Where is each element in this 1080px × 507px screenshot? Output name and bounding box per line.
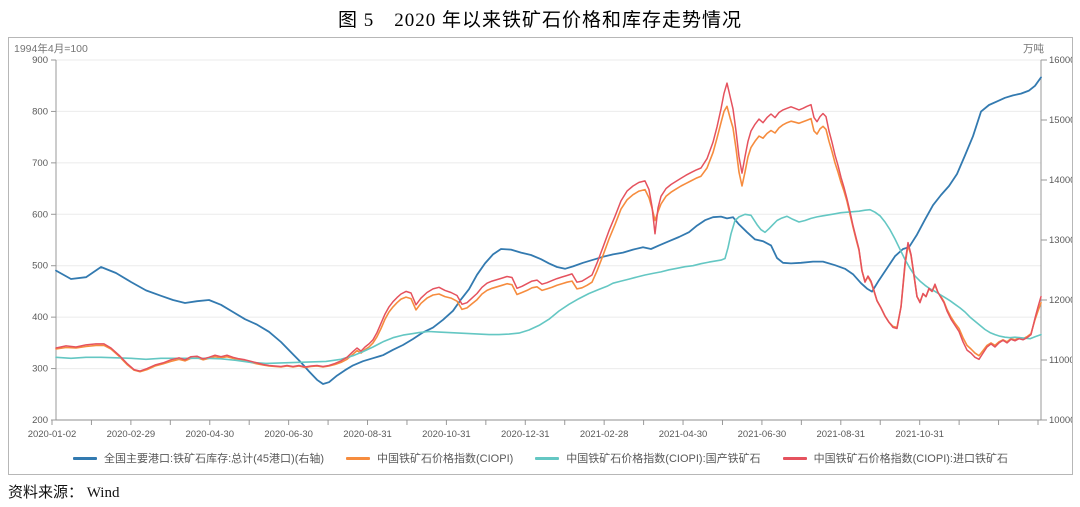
legend-label: 全国主要港口:铁矿石库存:总计(45港口)(右轴) xyxy=(104,453,325,465)
svg-text:13000: 13000 xyxy=(1049,235,1072,246)
svg-text:2021-02-28: 2021-02-28 xyxy=(580,429,629,440)
svg-text:15000: 15000 xyxy=(1049,115,1072,126)
legend-item: 中国铁矿石价格指数(CIOPI) xyxy=(346,450,513,466)
series-line xyxy=(55,105,1042,373)
legend-label: 中国铁矿石价格指数(CIOPI) xyxy=(377,453,514,465)
svg-text:2021-06-30: 2021-06-30 xyxy=(738,429,787,440)
legend-item: 全国主要港口:铁矿石库存:总计(45港口)(右轴) xyxy=(73,450,324,466)
figure-title: 图 5 2020 年以来铁矿石价格和库存走势情况 xyxy=(337,10,742,31)
series-line xyxy=(55,76,1042,385)
svg-text:700: 700 xyxy=(32,158,48,169)
legend-item: 中国铁矿石价格指数(CIOPI):进口铁矿石 xyxy=(782,450,1008,466)
right-axis-unit-label: 万吨 xyxy=(1023,43,1044,55)
svg-text:600: 600 xyxy=(32,209,48,220)
svg-text:10000: 10000 xyxy=(1049,415,1072,426)
source-note: 资料来源： Wind xyxy=(8,485,120,501)
chart-legend: 全国主要港口:铁矿石库存:总计(45港口)(右轴) 中国铁矿石价格指数(CIOPI… xyxy=(9,450,1072,466)
legend-swatch xyxy=(535,456,560,460)
svg-text:16000: 16000 xyxy=(1049,55,1072,66)
svg-text:800: 800 xyxy=(32,106,48,117)
svg-text:2021-04-30: 2021-04-30 xyxy=(659,429,708,440)
svg-text:2020-12-31: 2020-12-31 xyxy=(501,429,550,440)
chart-container: 1994年4月=100 万吨 900 800 700 600 500 400 300 200 1… xyxy=(8,37,1076,475)
legend-label: 中国铁矿石价格指数(CIOPI):国产铁矿石 xyxy=(566,453,761,465)
svg-text:200: 200 xyxy=(32,415,48,426)
svg-text:2021-10-31: 2021-10-31 xyxy=(895,429,944,440)
svg-text:2021-08-31: 2021-08-31 xyxy=(816,429,865,440)
svg-text:500: 500 xyxy=(32,261,48,272)
svg-text:2020-10-31: 2020-10-31 xyxy=(422,429,471,440)
left-axis-unit-label: 1994年4月=100 xyxy=(14,43,88,55)
svg-text:2020-02-29: 2020-02-29 xyxy=(107,429,156,440)
svg-text:14000: 14000 xyxy=(1049,175,1072,186)
svg-text:2020-08-31: 2020-08-31 xyxy=(343,429,392,440)
svg-text:2020-04-30: 2020-04-30 xyxy=(185,429,234,440)
svg-text:300: 300 xyxy=(32,364,48,375)
legend-label: 中国铁矿石价格指数(CIOPI):进口铁矿石 xyxy=(813,453,1008,465)
series-line xyxy=(55,208,1042,365)
svg-text:2020-01-02: 2020-01-02 xyxy=(28,429,77,440)
svg-text:900: 900 xyxy=(32,55,48,66)
legend-swatch xyxy=(73,456,98,460)
legend-item: 中国铁矿石价格指数(CIOPI):国产铁矿石 xyxy=(535,450,761,466)
svg-text:11000: 11000 xyxy=(1049,355,1072,366)
line-chart: 900 800 700 600 500 400 300 200 16000 15000 14000 1… xyxy=(28,55,1076,440)
svg-text:2020-06-30: 2020-06-30 xyxy=(264,429,313,440)
svg-text:400: 400 xyxy=(32,312,48,323)
legend-swatch xyxy=(782,456,807,460)
series-line xyxy=(55,82,1042,372)
legend-swatch xyxy=(346,456,371,460)
svg-text:12000: 12000 xyxy=(1049,295,1072,306)
